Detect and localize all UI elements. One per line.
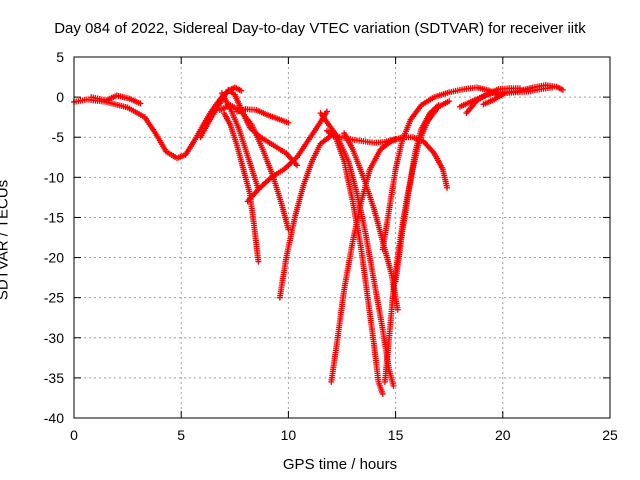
- data-point: [323, 108, 330, 115]
- data-point: [549, 84, 556, 91]
- series-track-19: [480, 84, 556, 108]
- plot-frame: [73, 56, 611, 419]
- x-tick-label: 20: [495, 427, 511, 443]
- y-tick-label: -30: [44, 330, 64, 346]
- series-track-15: [379, 84, 502, 253]
- x-tick-label: 10: [281, 427, 297, 443]
- chart-title: Day 084 of 2022, Sidereal Day-to-day VTE…: [54, 20, 586, 37]
- y-tick-label: -35: [44, 370, 64, 386]
- x-tick-label: 5: [177, 427, 185, 443]
- x-tick-label: 15: [388, 427, 404, 443]
- data-point: [390, 382, 397, 389]
- x-axis-label: GPS time / hours: [282, 456, 398, 473]
- y-tick-label: 5: [56, 49, 64, 65]
- y-tick-label: -40: [44, 410, 64, 426]
- series-track-12: [323, 127, 386, 397]
- y-tick-label: -25: [44, 290, 64, 306]
- data-point: [137, 100, 144, 107]
- data-point: [446, 98, 453, 105]
- data-point: [559, 86, 566, 93]
- data-point: [435, 102, 442, 109]
- data-point: [293, 162, 300, 169]
- series-track-7: [233, 106, 292, 126]
- y-tick-label: -5: [52, 129, 65, 145]
- series-track-16: [392, 102, 442, 285]
- grid: [74, 57, 610, 418]
- data-series: [71, 82, 566, 397]
- data-point: [444, 184, 451, 191]
- series-track-9: [276, 132, 399, 301]
- axis-ticks: 0 5 10 15 20 25 5 0 -5 -10 -15 -20 -25 -30 -35 -40: [44, 49, 618, 443]
- data-point: [379, 390, 386, 397]
- data-point: [285, 119, 292, 126]
- data-point: [394, 306, 401, 313]
- y-tick-label: -15: [44, 209, 64, 225]
- y-tick-label: -10: [44, 169, 64, 185]
- series-track-2: [88, 92, 144, 107]
- y-tick-label: 0: [56, 89, 64, 105]
- data-point: [255, 258, 262, 265]
- y-axis-label-text: SDTVAR / TECUs: [0, 179, 12, 301]
- series-track-18: [463, 85, 523, 117]
- y-tick-label: -20: [44, 250, 64, 266]
- data-point: [238, 87, 245, 94]
- x-tick-label: 0: [70, 427, 78, 443]
- x-tick-label: 25: [602, 427, 618, 443]
